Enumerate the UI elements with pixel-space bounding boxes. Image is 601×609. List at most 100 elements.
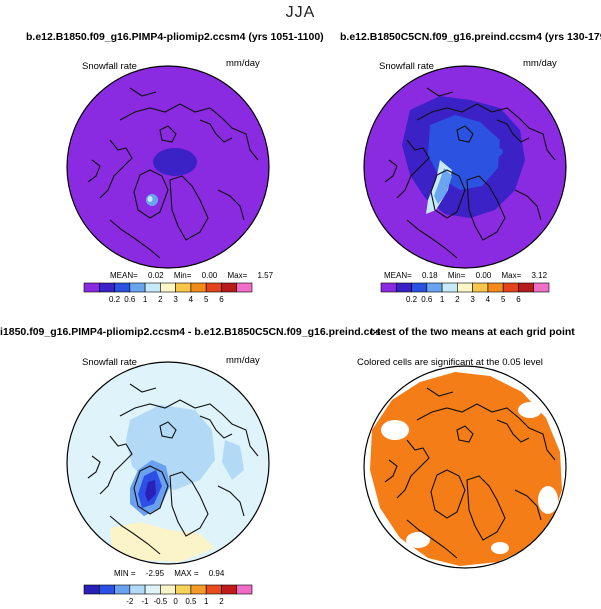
panel3-max-label: MAX =: [174, 569, 199, 578]
panel3-colorbar-tick-label: 1: [204, 597, 209, 606]
panel4-map-border: [363, 365, 567, 569]
panel4-nonsignificant-patch-1: [381, 420, 409, 440]
panel1-colorbar-tick-label: 4: [189, 295, 194, 304]
panel2-colorbar-swatch: [472, 282, 489, 293]
panel3-stats: MIN = -2.95 MAX = 0.94: [114, 569, 224, 578]
panel2-colorbar: 0.2 0.6 1 2 3 4 5 6: [380, 282, 550, 304]
panel1-max-label: Max=: [227, 271, 248, 280]
panel1-units-label: mm/day: [226, 58, 260, 69]
panel3-diff-region-east: [222, 440, 244, 480]
panel2-field-label: Snowfall rate: [379, 61, 434, 72]
panel2-min-value: 0.00: [475, 271, 492, 280]
panel2-snow-patch-east: [487, 147, 503, 157]
panel2-colorbar-tick-label: 0.2: [406, 295, 418, 304]
panel1-colorbar-swatch: [205, 282, 222, 293]
panel1-title: b.e12.B1850.f09_g16.PIMP4-pliomip2.ccsm4…: [26, 31, 324, 43]
panel3-colorbar-swatch: [114, 584, 131, 595]
panel1-colorbar-swatch: [98, 282, 115, 293]
panel3-field-label: Snowfall rate: [82, 357, 137, 368]
panel1-snow-patch-core: [147, 196, 153, 202]
panel1-map: [66, 65, 270, 269]
figure-title: JJA: [285, 4, 316, 21]
panel3-colorbar-tick-label: 2: [219, 597, 224, 606]
panel1-mean-value: 0.02: [148, 271, 164, 280]
panel1-snow-patch-central: [153, 148, 197, 176]
panel2-colorbar-tick-label: 2: [455, 295, 460, 304]
panel1-mean-label: MEAN=: [110, 271, 138, 280]
panel4-significant-region: [370, 372, 562, 566]
panel4-subtitle: Colored cells are significant at the 0.0…: [357, 357, 543, 368]
panel2-title: b.e12.B1850C5CN.f09_g16.preind.ccsm4 (yr…: [340, 31, 601, 43]
panel4-nonsignificant-patch-3: [538, 486, 558, 514]
panel1-coastlines: [87, 87, 259, 259]
panel2-colorbar-swatch: [487, 282, 504, 293]
panel1-colorbar-swatch: [114, 282, 131, 293]
panel2-snow-greenland-mid: [434, 168, 452, 204]
panel3-min-value: -2.95: [145, 569, 165, 578]
panel4-title: t-test of the two means at each grid poi…: [370, 326, 575, 338]
panel1-colorbar-tick-label: 0.6: [124, 295, 136, 304]
panel3-map: [66, 361, 270, 565]
panel3-colorbar-swatch: [175, 584, 192, 595]
panel2-stats: MEAN= 0.18 Min= 0.00 Max= 3.12: [384, 271, 547, 280]
panel2-colorbar-swatch: [533, 282, 550, 293]
panel3-units-label: mm/day: [226, 355, 260, 366]
panel2-map: [363, 65, 567, 269]
panel1-colorbar-swatch: [160, 282, 176, 293]
panel3-diff-greenland-core: [145, 480, 156, 502]
panel1-colorbar-tick-label: 5: [204, 295, 209, 304]
panel2-coastlines: [384, 87, 556, 259]
panel2-mean-value: 0.18: [422, 271, 438, 280]
panel3-title: i1850.f09_g16.PIMP4-pliomip2.ccsm4 - b.e…: [0, 326, 380, 338]
panel3-colorbar-swatch: [144, 584, 161, 595]
panel2-colorbar-swatch: [441, 282, 458, 293]
panel1-colorbar-tick-label: 1: [143, 295, 148, 304]
panel1-min-label: Min=: [173, 271, 192, 280]
panel1-colorbar-tick-label: 6: [219, 295, 224, 304]
panel1-colorbar-swatch: [190, 282, 207, 293]
panel3-colorbar: -2 -1 -0.5 0 0.5 1 2: [83, 584, 253, 606]
panel1-colorbar-swatch: [175, 282, 192, 293]
panel2-colorbar-swatch: [380, 282, 397, 293]
panel2-units-label: mm/day: [523, 58, 557, 69]
panel2-colorbar-tick-label: 6: [516, 295, 521, 304]
panel1-min-value: 0.00: [201, 271, 218, 280]
panel1-colorbar-swatch: [129, 282, 146, 293]
panel1-colorbar-swatch: [221, 282, 238, 293]
panel2-colorbar-swatch: [457, 282, 473, 293]
panel2-colorbar-tick-label: 3: [470, 295, 475, 304]
panel1-max-value: 1.57: [257, 271, 274, 280]
panel2-colorbar-swatch: [502, 282, 519, 293]
panel1-colorbar-swatch: [144, 282, 161, 293]
panel3-colorbar-tick-label: 0.5: [185, 597, 197, 606]
panel1-field-label: Snowfall rate: [82, 61, 137, 72]
panel4-nonsignificant-patch-4: [406, 532, 430, 548]
panel2-max-value: 3.12: [531, 271, 548, 280]
panel1-colorbar-tick-label: 2: [158, 295, 163, 304]
panel2-colorbar-tick-label: 5: [501, 295, 506, 304]
panel1-colorbar-tick-label: 3: [173, 295, 178, 304]
panel2-map-border: [363, 65, 567, 269]
panel3-map-border: [66, 361, 270, 565]
panel3-diff-positive-south: [110, 522, 215, 562]
panel2-colorbar-tick-label: 1: [440, 295, 445, 304]
panel2-colorbar-swatch: [411, 282, 428, 293]
panel3-coastlines: [87, 383, 259, 555]
panel3-colorbar-swatch: [205, 584, 222, 595]
panel1-colorbar: 0.2 0.6 1 2 3 4 5 6: [83, 282, 253, 304]
panel1-colorbar-swatch: [83, 282, 100, 293]
panel2-colorbar-swatch: [518, 282, 535, 293]
panel1-colorbar-swatch: [236, 282, 253, 293]
panel4-nonsignificant-patch-5: [491, 542, 509, 554]
panel3-colorbar-tick-label: -0.5: [153, 597, 167, 606]
panel3-min-label: MIN =: [114, 569, 136, 578]
panel3-colorbar-swatch: [190, 584, 207, 595]
panel2-min-label: Min=: [447, 271, 466, 280]
panel4-nonsignificant-patch-2: [518, 402, 542, 418]
panel3-colorbar-swatch: [83, 584, 100, 595]
panel3-colorbar-swatch: [160, 584, 176, 595]
panel3-colorbar-tick-label: -2: [126, 597, 134, 606]
panel3-colorbar-swatch: [236, 584, 253, 595]
panel1-stats: MEAN= 0.02 Min= 0.00 Max= 1.57: [110, 271, 273, 280]
